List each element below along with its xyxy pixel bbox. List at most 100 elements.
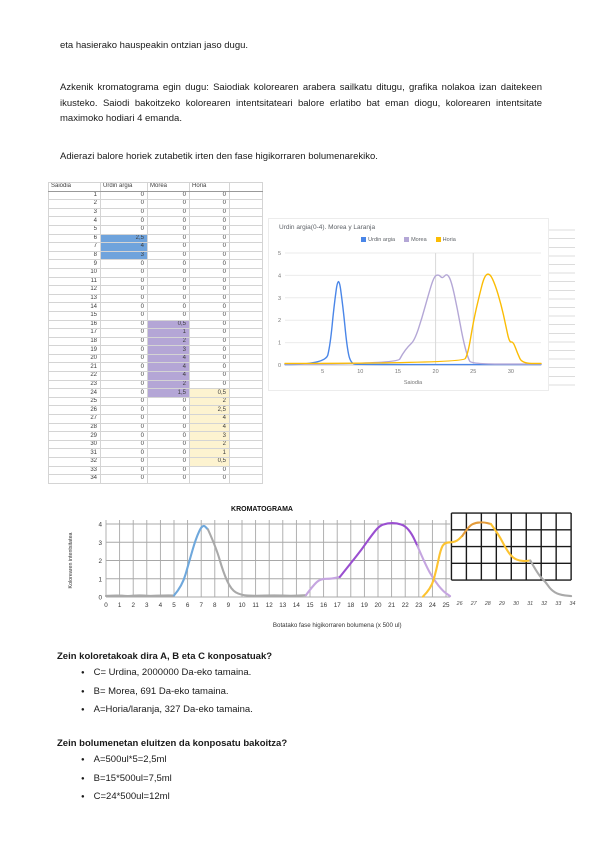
table-cell: 2 (48, 199, 101, 209)
table-cell: 0 (100, 336, 148, 347)
bullet-icon: ● (81, 775, 85, 782)
table-cell: 27 (48, 414, 101, 424)
table-cell: 30 (48, 439, 101, 450)
svg-text:21: 21 (388, 602, 396, 609)
table-row: 16 0 0,5 0 (48, 319, 263, 330)
svg-text:Saiodia: Saiodia (404, 380, 423, 386)
legend-item: Morea (404, 237, 427, 243)
table-cell: 0 (189, 474, 230, 484)
table-row: 21 0 4 0 (48, 362, 263, 373)
table-row: 19 0 3 0 (48, 345, 263, 355)
svg-text:3: 3 (278, 296, 281, 302)
table-cell: 0 (100, 448, 148, 458)
svg-text:32: 32 (541, 601, 547, 607)
list-item: ● C=24*500ul=12ml (81, 791, 170, 802)
table-cell: 0 (189, 224, 230, 235)
table-row: 32 0 0 0,5 (48, 457, 263, 467)
table-cell: 32 (48, 457, 101, 467)
table-cell: 0 (189, 353, 230, 364)
svg-text:0: 0 (98, 595, 102, 602)
svg-text:1: 1 (118, 602, 122, 609)
svg-text:17: 17 (334, 602, 342, 609)
question-1-heading: Zein koloretakoak dira A, B eta C konpos… (57, 651, 273, 662)
svg-text:10: 10 (238, 602, 246, 609)
table-cell: 0 (100, 259, 148, 269)
table-row: 34 0 0 0 (48, 474, 263, 484)
table-row: 24 0 1,5 0,5 (48, 388, 263, 398)
table-cell: 0 (147, 233, 190, 244)
question-2-block: Zein bolumenetan eluitzen da konposatu b… (57, 738, 527, 811)
list-item: ● C= Urdina, 2000000 Da-eko tamaina. (81, 667, 252, 678)
table-cell: 6 (48, 233, 101, 244)
table-cell: 1 (48, 190, 101, 201)
table-cell: 3 (100, 250, 148, 261)
table-cell: 0 (189, 190, 230, 201)
table-cell: 0 (189, 259, 230, 269)
table-cell: 0 (189, 379, 230, 390)
table-cell: 0 (100, 431, 148, 441)
table-cell: 0 (147, 285, 190, 295)
svg-text:7: 7 (199, 602, 203, 609)
table-cell: 23 (48, 379, 101, 390)
table-row: 13 0 0 0 (48, 293, 263, 304)
svg-text:8: 8 (213, 602, 217, 609)
table-row: 31 0 0 1 (48, 448, 263, 458)
svg-text:20: 20 (374, 602, 382, 609)
chromatogram-chart: 0 1 2 3 4 0 1 2 3 4 5 6 7 8 9 10 11 12 13 14 15 16 17 18 19 20 21 2… (62, 503, 584, 648)
table-cell: 14 (48, 302, 101, 312)
svg-text:19: 19 (361, 602, 369, 609)
answer-list-1: ● C= Urdina, 2000000 Da-eko tamaina. ● B= M… (57, 667, 527, 717)
legend-item: Urdin argia (361, 237, 395, 243)
svg-text:30: 30 (513, 601, 519, 607)
svg-text:18: 18 (347, 602, 355, 609)
table-cell: 2 (147, 379, 190, 390)
table-cell: 12 (48, 285, 101, 295)
table-row: 27 0 0 4 (48, 414, 263, 424)
table-cell: 22 (48, 371, 101, 381)
table-cell: 0 (100, 345, 148, 355)
table-row: 18 0 2 0 (48, 336, 263, 347)
svg-text:30: 30 (508, 369, 514, 375)
bullet-icon: ● (81, 688, 85, 695)
sheets-chart-legend: Urdin argia Morea Horia (269, 237, 548, 243)
table-cell: 0 (147, 405, 190, 416)
table-cell: 0 (189, 216, 230, 226)
table-cell: 0 (147, 396, 190, 407)
table-cell: 0 (147, 310, 190, 321)
svg-text:15: 15 (395, 369, 401, 375)
table-cell: 0 (147, 276, 190, 287)
table-row: 22 0 4 0 (48, 371, 263, 381)
svg-text:2: 2 (278, 318, 281, 324)
table-cell: 0 (100, 285, 148, 295)
table-cell: 0 (147, 190, 190, 201)
svg-text:29: 29 (498, 601, 505, 607)
table-cell: 0 (100, 207, 148, 218)
table-cell: 0 (147, 259, 190, 269)
table-row: 26 0 0 2,5 (48, 405, 263, 416)
svg-text:13: 13 (279, 602, 287, 609)
svg-text:4: 4 (98, 522, 102, 529)
table-cell: 26 (48, 405, 101, 416)
table-cell: 3 (48, 207, 101, 218)
table-row: 30 0 0 2 (48, 439, 263, 450)
svg-text:34: 34 (570, 601, 576, 607)
table-cell: 18 (48, 336, 101, 347)
table-cell: 28 (48, 422, 101, 433)
table-cell: 0 (100, 439, 148, 450)
table-cell: 16 (48, 319, 101, 330)
table-cell: 0,5 (189, 457, 230, 467)
table-row: 25 0 0 2 (48, 396, 263, 407)
table-cell: 0 (100, 422, 148, 433)
table-cell: 0 (189, 276, 230, 287)
table-row: 33 0 0 0 (48, 465, 263, 476)
table-cell: 4 (147, 362, 190, 373)
table-cell: 0 (100, 190, 148, 201)
table-cell: 0 (100, 319, 148, 330)
table-cell: 4 (100, 242, 148, 252)
svg-text:22: 22 (402, 602, 410, 609)
sheets-chart-plot: 0 1 2 3 4 5 5 10 15 20 25 30 Saiodia (278, 251, 542, 386)
